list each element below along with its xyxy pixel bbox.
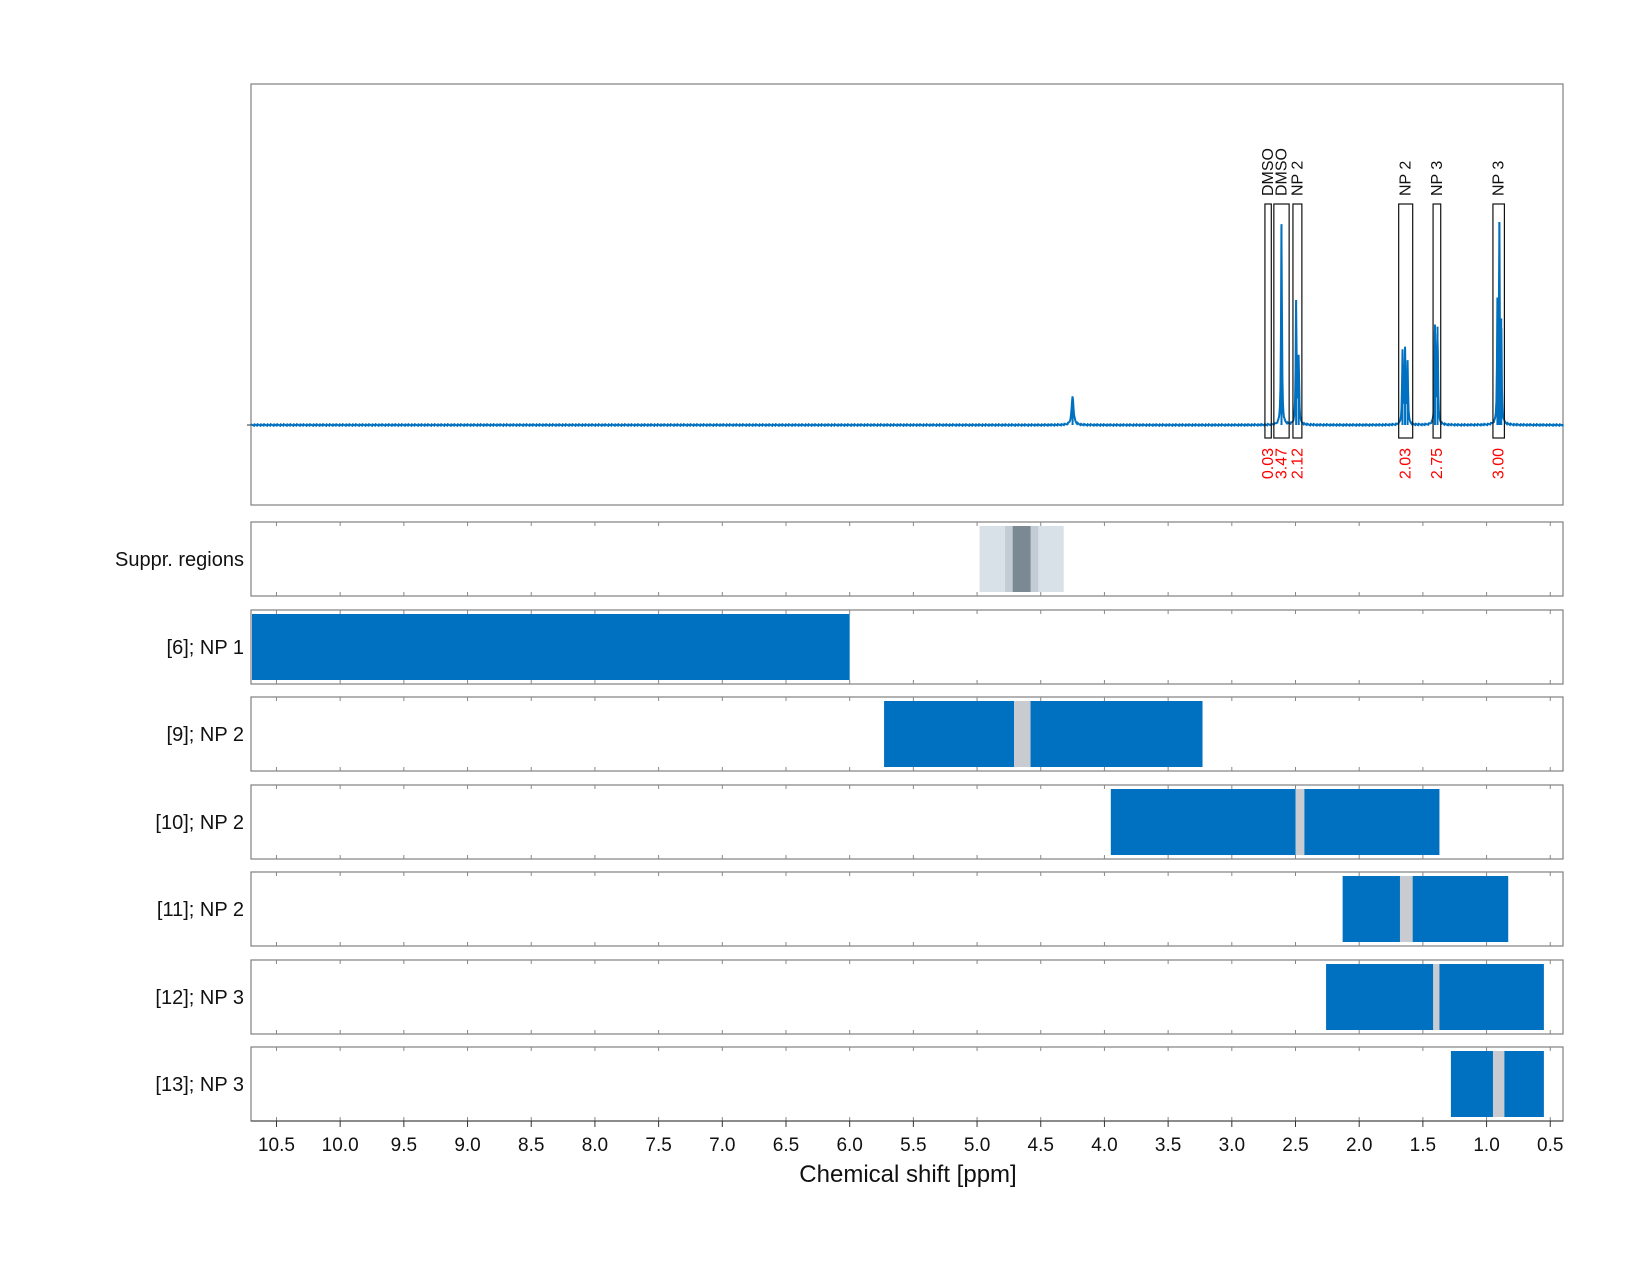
integral-value: 3.47: [1273, 448, 1290, 479]
track-frame: [250, 521, 1564, 597]
integral-value: 0.03: [1260, 448, 1277, 479]
integration-region-box: [1492, 203, 1506, 439]
track-frame: [250, 1046, 1564, 1122]
integration-region-label: NP 3: [1429, 161, 1446, 196]
x-tick-label: 8.0: [582, 1135, 608, 1156]
x-tick-label: 8.5: [518, 1135, 544, 1156]
track-label: [9]; NP 2: [167, 724, 244, 746]
track-gap: [1295, 789, 1305, 855]
track-label: [12]; NP 3: [155, 987, 244, 1009]
spectrum-line: [250, 221, 1564, 428]
integral-value: 2.03: [1398, 448, 1415, 479]
track-bar: [1342, 876, 1509, 942]
x-tick-label: 5.0: [964, 1135, 990, 1156]
x-tick-label: 6.0: [836, 1135, 862, 1156]
track-bar: [1110, 789, 1440, 855]
integration-region-label: NP 3: [1491, 161, 1508, 196]
track-gap: [1399, 876, 1413, 942]
integration-region-label: NP 2: [1398, 161, 1415, 196]
integration-region-box: [1264, 203, 1272, 439]
track-bar: [884, 701, 1203, 767]
track-label: [13]; NP 3: [155, 1074, 244, 1096]
track-label: [10]; NP 2: [155, 812, 244, 834]
x-tick-label: 1.5: [1410, 1135, 1436, 1156]
x-tick-label: 7.5: [645, 1135, 671, 1156]
track-label: [6]; NP 1: [167, 637, 244, 659]
suppression-band: [1012, 526, 1031, 592]
integration-region-box: [1432, 203, 1442, 439]
integration-region-box: [1273, 203, 1290, 439]
track-gap: [1013, 701, 1031, 767]
x-tick-label: 10.5: [258, 1135, 295, 1156]
tracks-panel: Suppr. regions [6]; NP 1 [9]; NP 2 [10]; NP…: [115, 521, 1564, 1122]
x-tick-label: 2.0: [1346, 1135, 1372, 1156]
x-tick-label: 9.0: [454, 1135, 480, 1156]
x-tick-label: 9.5: [391, 1135, 417, 1156]
integral-value: 2.75: [1429, 448, 1446, 479]
x-tick-label: 1.0: [1473, 1135, 1499, 1156]
integration-region-label: DMSO: [1273, 148, 1290, 196]
integration-region-box: [1398, 203, 1414, 439]
spectrum-panel: DMSO 0.03 DMSO 3.47 NP 2 2.12 NP 2 2.03 NP 3 2.75…: [247, 83, 1564, 506]
x-tick-label: 10.0: [322, 1135, 359, 1156]
integral-value: 3.00: [1491, 448, 1508, 479]
x-tick-label: 7.0: [709, 1135, 735, 1156]
x-tick-label: 4.5: [1028, 1135, 1054, 1156]
integral-value: 2.12: [1289, 448, 1306, 479]
x-axis-label: Chemical shift [ppm]: [799, 1161, 1016, 1188]
x-axis: 10.5 10.0 9.5 9.0 8.5 8.0 7.5 7.0 6.5 6.0 5.5 5.0 4.…: [251, 1120, 1563, 1156]
integration-region-label: DMSO: [1260, 148, 1277, 196]
track-label: Suppr. regions: [115, 549, 244, 571]
x-tick-label: 3.0: [1219, 1135, 1245, 1156]
spectrum-frame: [250, 83, 1564, 506]
x-tick-label: 5.5: [900, 1135, 926, 1156]
x-tick-label: 3.5: [1155, 1135, 1181, 1156]
x-tick-label: 6.5: [773, 1135, 799, 1156]
track-gap: [1433, 964, 1440, 1030]
x-tick-label: 0.5: [1537, 1135, 1563, 1156]
x-tick-label: 4.0: [1091, 1135, 1117, 1156]
track-label: [11]; NP 2: [157, 899, 244, 921]
integration-region-label: NP 2: [1289, 161, 1306, 196]
x-tick-label: 2.5: [1282, 1135, 1308, 1156]
track-bar: [252, 614, 850, 680]
integration-region-box: [1292, 203, 1303, 439]
track-gap: [1492, 1051, 1505, 1117]
